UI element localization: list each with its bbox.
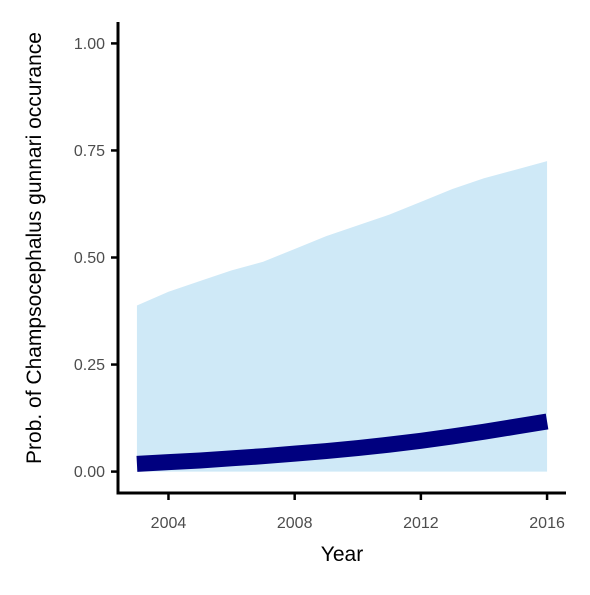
y-tick-label: 0.00 [74,464,105,481]
trend-line-layer [136,413,549,472]
y-tick-label: 0.25 [74,357,105,374]
x-tick-label: 2016 [529,515,565,532]
x-tick-label: 2012 [403,515,439,532]
x-ticks: 2004 2008 2012 2016 [151,493,565,532]
y-tick-label: 0.75 [74,143,105,160]
trend-line [136,413,549,472]
y-tick-label: 0.50 [74,250,105,267]
x-axis-title: Year [321,543,363,566]
x-tick-label: 2004 [151,515,187,532]
y-ticks: 0.00 0.25 0.50 0.75 1.00 [74,36,118,481]
confidence-ribbon [136,161,548,472]
x-tick-label: 2008 [277,515,313,532]
confidence-ribbon-layer [136,161,548,472]
y-axis-title: Prob. of Champsocephalus gunnari occuran… [23,32,46,464]
y-tick-label: 1.00 [74,36,105,53]
